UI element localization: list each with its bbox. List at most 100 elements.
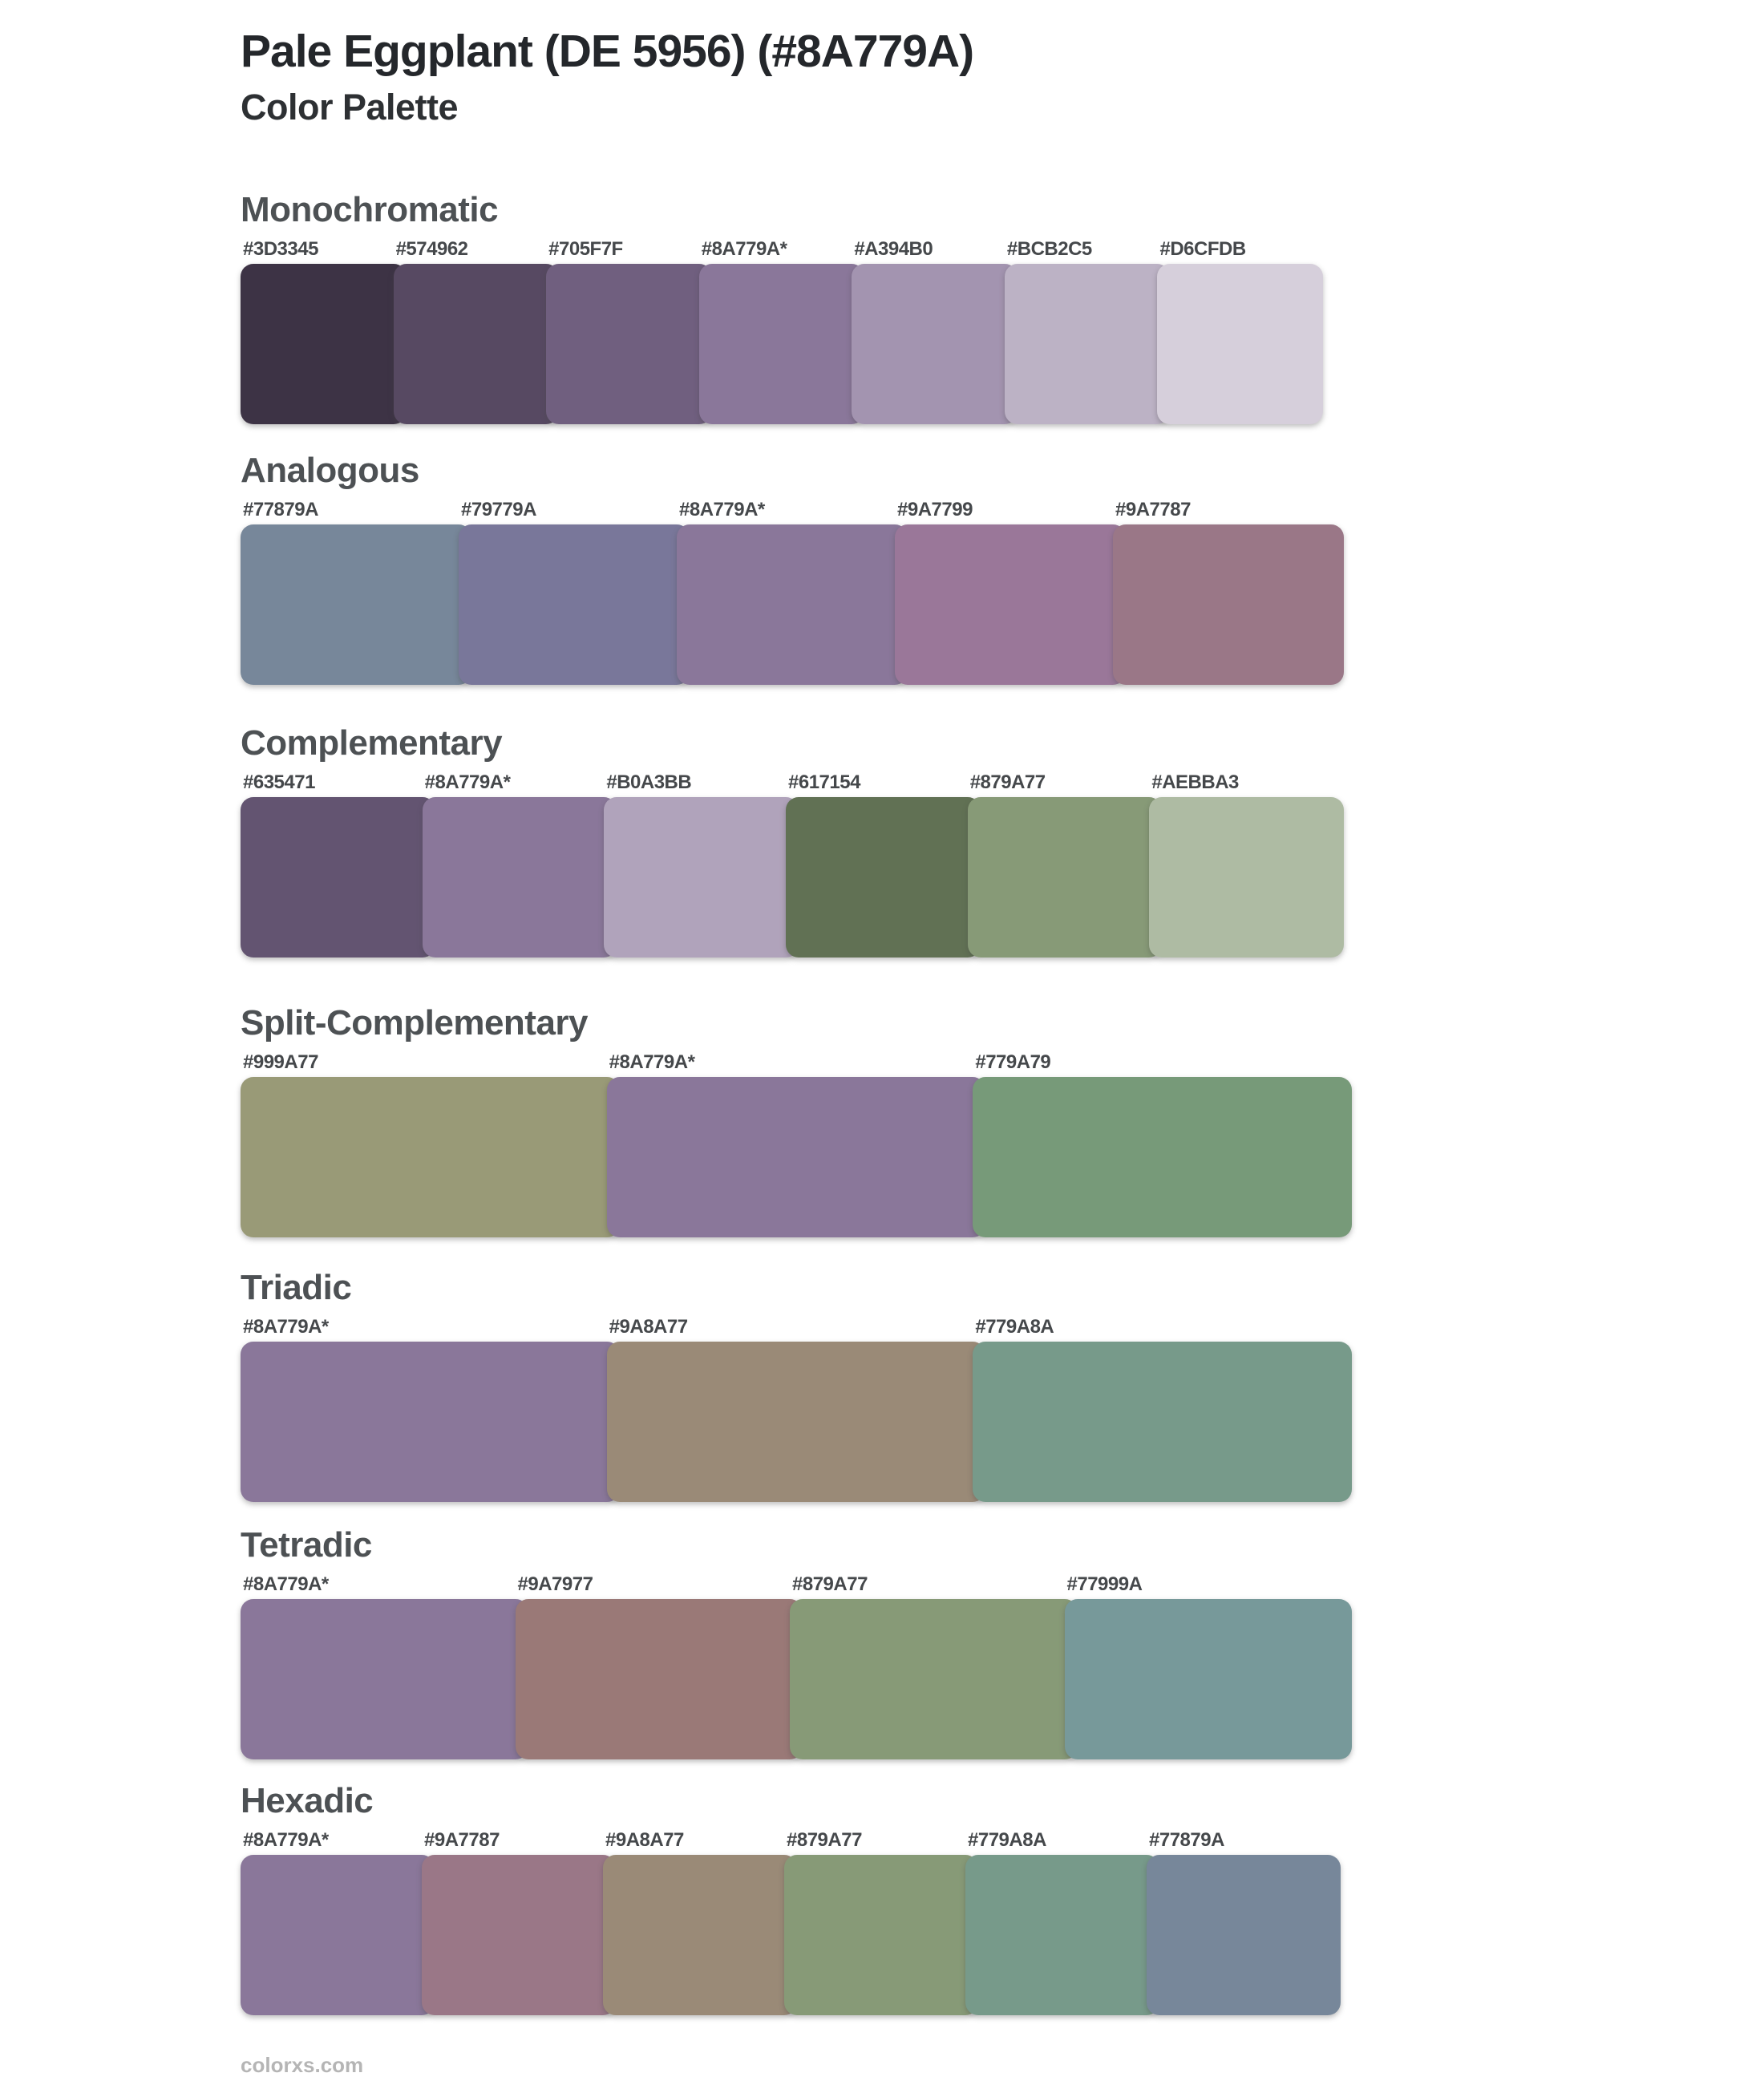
swatch-hex-label: #9A7787 [1115, 499, 1191, 520]
swatch-hex-label: #9A7787 [424, 1829, 500, 1851]
color-swatch[interactable] [1157, 264, 1324, 424]
swatch-hex-label: #879A77 [787, 1829, 862, 1851]
swatch-hex-label: #779A8A [975, 1316, 1054, 1338]
color-swatch[interactable] [973, 1342, 1353, 1502]
color-swatch[interactable] [459, 524, 690, 685]
swatch-hex-label: #8A779A* [679, 499, 765, 520]
color-swatch[interactable] [852, 264, 1018, 424]
swatch-row [241, 264, 1324, 424]
color-swatch[interactable] [422, 1855, 616, 2015]
swatch-hex-label: #779A8A [968, 1829, 1046, 1851]
color-swatch[interactable] [790, 1599, 1078, 1759]
swatch-hex-label: #B0A3BB [606, 771, 692, 793]
palette-section: Tetradic #8A779A* #9A7977 #879A77 #77999A [241, 1526, 1764, 1759]
palette-sections: Monochromatic #3D3345 #574962 #705F7F #8A77… [241, 191, 1764, 2015]
color-swatch[interactable] [241, 1855, 435, 2015]
swatch-hex-label: #77879A [243, 499, 318, 520]
swatch-hex-label: #617154 [788, 771, 860, 793]
color-swatch[interactable] [241, 264, 407, 424]
swatch-hex-label: #9A8A77 [609, 1316, 688, 1338]
color-swatch[interactable] [241, 797, 435, 957]
color-swatch[interactable] [967, 797, 1163, 957]
swatch-hex-label: #8A779A* [243, 1829, 329, 1851]
color-swatch[interactable] [1147, 1855, 1341, 2015]
color-swatch[interactable] [698, 264, 865, 424]
color-swatch[interactable] [546, 264, 712, 424]
swatch-label-row: #8A779A* #9A7787 #9A8A77 #879A77 #779A8A #778… [241, 1830, 1341, 1851]
section-heading: Monochromatic [241, 190, 499, 229]
swatch-hex-label: #9A7977 [517, 1573, 593, 1595]
page-subtitle: Color Palette [241, 87, 459, 128]
swatch-hex-label: #77999A [1066, 1573, 1143, 1595]
swatch-hex-label: #A394B0 [854, 238, 933, 260]
swatch-hex-label: #999A77 [243, 1051, 318, 1073]
swatch-row [241, 797, 1345, 957]
section-heading: Tetradic [241, 1525, 372, 1565]
color-swatch[interactable] [606, 1077, 986, 1237]
swatch-hex-label: #BCB2C5 [1006, 238, 1092, 260]
swatch-hex-label: #D6CFDB [1159, 238, 1246, 260]
color-swatch[interactable] [603, 1855, 797, 2015]
color-swatch[interactable] [393, 264, 560, 424]
swatch-hex-label: #9A8A77 [605, 1829, 684, 1851]
color-swatch[interactable] [241, 1342, 620, 1502]
swatch-label-row: #8A779A* #9A8A77 #779A8A [241, 1317, 1352, 1338]
swatch-row [241, 1599, 1352, 1759]
color-swatch[interactable] [1113, 524, 1344, 685]
swatch-hex-label: #879A77 [969, 771, 1046, 793]
section-heading: Split-Complementary [241, 1003, 589, 1042]
swatch-hex-label: #635471 [243, 771, 315, 793]
color-swatch[interactable] [515, 1599, 803, 1759]
swatch-hex-label: #705F7F [548, 238, 623, 260]
section-heading: Triadic [241, 1268, 352, 1307]
swatch-row [241, 1342, 1353, 1502]
swatch-hex-label: #779A79 [975, 1051, 1051, 1073]
swatch-hex-label: #AEBBA3 [1151, 771, 1239, 793]
palette-section: Monochromatic #3D3345 #574962 #705F7F #8A77… [241, 191, 1764, 424]
color-swatch[interactable] [1064, 1599, 1352, 1759]
color-swatch[interactable] [677, 524, 908, 685]
swatch-label-row: #635471 #8A779A* #B0A3BB #617154 #879A77 #AEB… [241, 772, 1344, 793]
palette-section: Hexadic #8A779A* #9A7787 #9A8A77 #879A77 #77… [241, 1782, 1764, 2015]
color-swatch[interactable] [895, 524, 1126, 685]
swatch-label-row: #77879A #79779A #8A779A* #9A7799 #9A7787 [241, 500, 1344, 520]
color-swatch[interactable] [786, 797, 981, 957]
section-heading: Complementary [241, 723, 503, 763]
color-swatch[interactable] [1004, 264, 1171, 424]
swatch-hex-label: #77879A [1149, 1829, 1224, 1851]
color-swatch[interactable] [604, 797, 799, 957]
color-swatch[interactable] [606, 1342, 986, 1502]
swatch-hex-label: #79779A [461, 499, 536, 520]
section-heading: Hexadic [241, 1781, 374, 1820]
swatch-hex-label: #574962 [395, 238, 468, 260]
swatch-label-row: #8A779A* #9A7977 #879A77 #77999A [241, 1574, 1352, 1595]
swatch-hex-label: #8A779A* [701, 238, 787, 260]
swatch-row [241, 1855, 1341, 2015]
color-swatch[interactable] [241, 1599, 528, 1759]
section-heading: Analogous [241, 451, 419, 490]
swatch-hex-label: #8A779A* [609, 1051, 695, 1073]
color-swatch[interactable] [241, 524, 471, 685]
swatch-row [241, 1077, 1353, 1237]
color-swatch[interactable] [241, 1077, 620, 1237]
swatch-label-row: #3D3345 #574962 #705F7F #8A779A* #A394B0 #BCB… [241, 239, 1323, 260]
swatch-row [241, 524, 1344, 685]
palette-section: Complementary #635471 #8A779A* #B0A3BB #617… [241, 724, 1764, 957]
swatch-hex-label: #9A7799 [897, 499, 973, 520]
swatch-hex-label: #879A77 [792, 1573, 868, 1595]
color-swatch[interactable] [965, 1855, 1159, 2015]
color-swatch[interactable] [422, 797, 617, 957]
swatch-hex-label: #8A779A* [243, 1573, 329, 1595]
palette-section: Split-Complementary #999A77 #8A779A* #779A… [241, 1004, 1764, 1237]
color-swatch[interactable] [1149, 797, 1345, 957]
palette-section: Triadic #8A779A* #9A8A77 #779A8A [241, 1269, 1764, 1502]
swatch-hex-label: #8A779A* [243, 1316, 329, 1338]
palette-section: Analogous #77879A #79779A #8A779A* #9A7799 #… [241, 451, 1764, 685]
page-title: Pale Eggplant (DE 5956) (#8A779A) [241, 26, 974, 77]
color-swatch[interactable] [973, 1077, 1353, 1237]
site-watermark: colorxs.com [241, 2053, 364, 2077]
color-swatch[interactable] [784, 1855, 978, 2015]
swatch-hex-label: #3D3345 [243, 238, 318, 260]
swatch-hex-label: #8A779A* [424, 771, 511, 793]
